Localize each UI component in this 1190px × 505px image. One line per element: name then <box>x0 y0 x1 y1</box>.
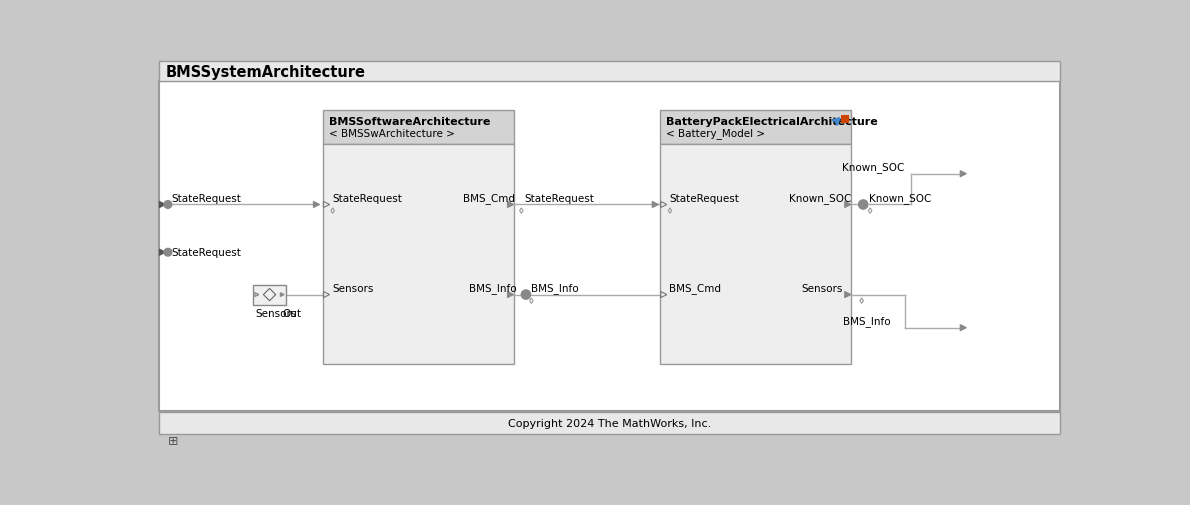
Bar <box>660 111 851 144</box>
Text: Copyright 2024 The MathWorks, Inc.: Copyright 2024 The MathWorks, Inc. <box>508 418 712 428</box>
Bar <box>322 111 514 144</box>
Text: BMS_Cmd: BMS_Cmd <box>669 283 721 293</box>
Polygon shape <box>960 325 966 331</box>
Polygon shape <box>960 171 966 177</box>
Text: BMS_Cmd: BMS_Cmd <box>463 192 515 204</box>
Polygon shape <box>159 249 165 256</box>
Polygon shape <box>845 292 851 298</box>
Text: StateRequest: StateRequest <box>525 193 594 204</box>
Text: Known_SOC: Known_SOC <box>841 162 904 173</box>
Polygon shape <box>652 202 658 208</box>
Bar <box>322 144 514 364</box>
Text: < BMSSwArchitecture >: < BMSSwArchitecture > <box>328 129 455 138</box>
Bar <box>159 82 1060 411</box>
Polygon shape <box>159 202 165 208</box>
Text: Out: Out <box>283 308 301 318</box>
Bar <box>660 144 851 364</box>
Text: Known_SOC: Known_SOC <box>789 192 852 204</box>
Text: BMSSoftwareArchitecture: BMSSoftwareArchitecture <box>328 117 490 127</box>
Text: Sensors: Sensors <box>332 283 374 293</box>
Polygon shape <box>507 202 514 208</box>
Ellipse shape <box>521 290 531 299</box>
Text: BMS_Info: BMS_Info <box>531 283 578 293</box>
Bar <box>159 413 1060 434</box>
Text: BMS_Info: BMS_Info <box>469 283 516 293</box>
Text: StateRequest: StateRequest <box>171 193 242 204</box>
Polygon shape <box>845 202 851 208</box>
Text: StateRequest: StateRequest <box>171 248 242 258</box>
Text: BatteryPackElectricalArchitecture: BatteryPackElectricalArchitecture <box>666 117 878 127</box>
Text: Known_SOC: Known_SOC <box>870 192 932 204</box>
Ellipse shape <box>164 201 171 209</box>
Text: BMSSystemArchitecture: BMSSystemArchitecture <box>165 65 365 80</box>
Polygon shape <box>507 292 514 298</box>
Text: StateRequest: StateRequest <box>332 193 402 204</box>
Polygon shape <box>281 293 284 297</box>
Bar <box>253 285 286 305</box>
Text: BMS_Info: BMS_Info <box>844 316 891 327</box>
Text: < Battery_Model >: < Battery_Model > <box>666 128 765 139</box>
Ellipse shape <box>859 200 868 210</box>
Ellipse shape <box>164 249 171 257</box>
Text: ⊞: ⊞ <box>168 434 178 447</box>
Bar <box>159 62 1060 82</box>
Text: StateRequest: StateRequest <box>669 193 739 204</box>
Text: Sensors: Sensors <box>802 283 843 293</box>
Text: Sensors: Sensors <box>255 308 296 318</box>
Bar <box>841 116 848 124</box>
Polygon shape <box>313 202 320 208</box>
